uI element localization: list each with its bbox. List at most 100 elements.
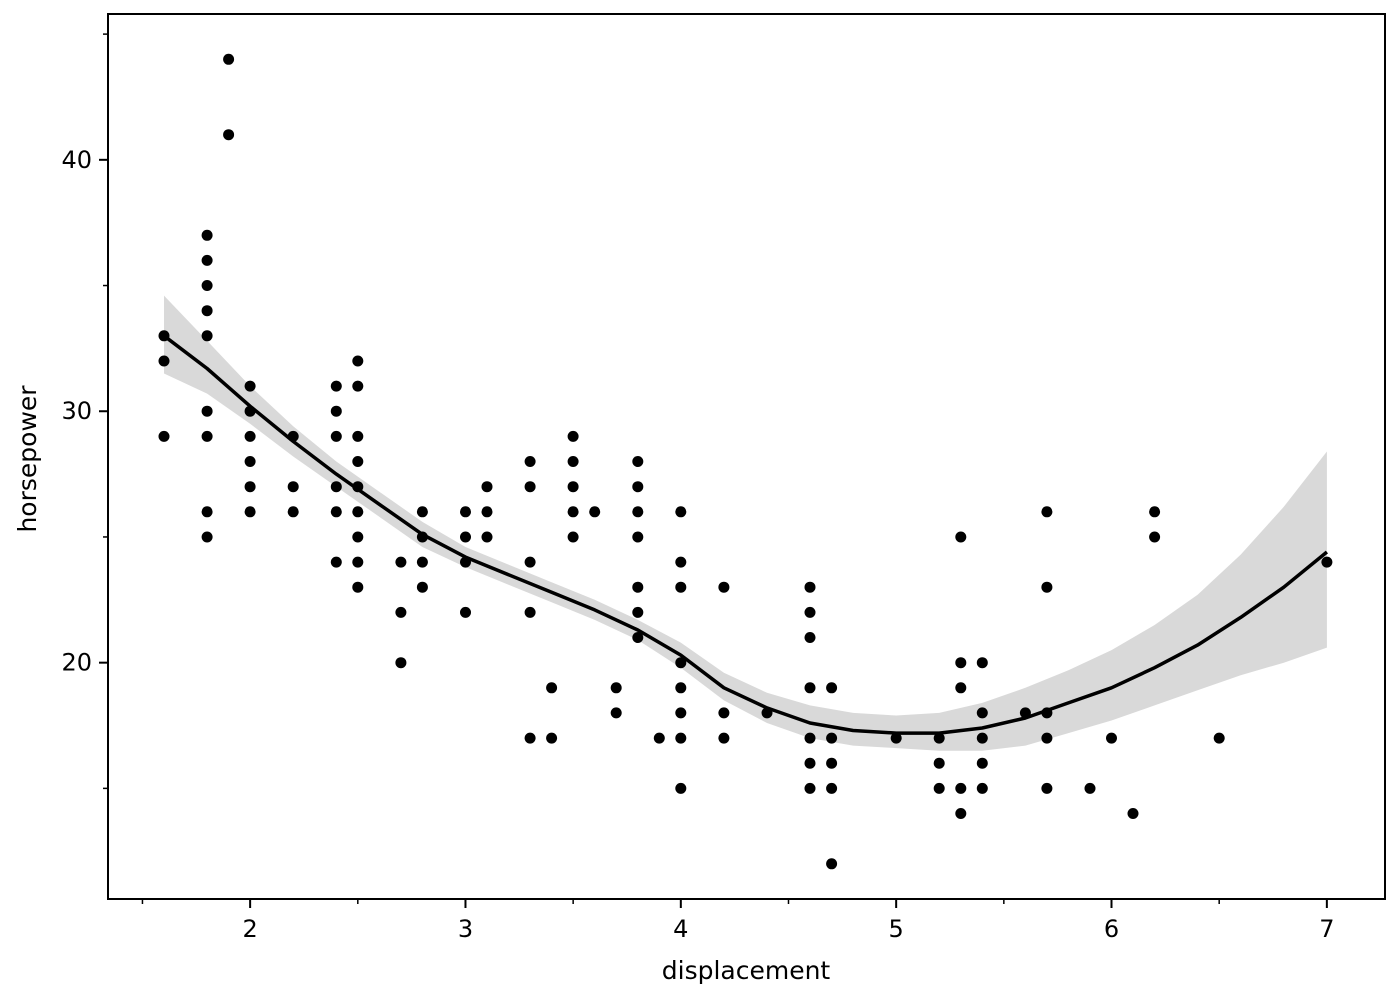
x-axis-label: displacement bbox=[662, 956, 831, 985]
data-point bbox=[287, 506, 299, 518]
data-point bbox=[223, 129, 235, 141]
data-point bbox=[718, 732, 730, 744]
data-point bbox=[460, 506, 471, 518]
data-point bbox=[287, 481, 299, 493]
y-axis-label: horsepower bbox=[13, 385, 42, 533]
data-point bbox=[653, 732, 665, 744]
data-point bbox=[567, 506, 579, 518]
data-point bbox=[330, 405, 342, 417]
points-layer bbox=[158, 53, 1333, 870]
data-point bbox=[395, 606, 407, 618]
data-point bbox=[610, 707, 622, 719]
y-tick-label: 30 bbox=[61, 397, 92, 425]
x-tick-label: 4 bbox=[673, 915, 688, 943]
data-point bbox=[890, 732, 902, 744]
data-point bbox=[826, 782, 838, 794]
data-point bbox=[330, 481, 342, 493]
data-point bbox=[330, 380, 342, 392]
data-point bbox=[933, 732, 945, 744]
data-point bbox=[352, 380, 364, 392]
data-point bbox=[201, 506, 213, 518]
data-point bbox=[352, 430, 364, 442]
data-point bbox=[201, 305, 213, 317]
data-point bbox=[955, 657, 967, 669]
data-point bbox=[955, 531, 967, 543]
data-point bbox=[395, 657, 407, 669]
data-point bbox=[675, 782, 687, 794]
data-point bbox=[1041, 506, 1053, 518]
data-point bbox=[632, 506, 644, 518]
data-point bbox=[804, 632, 816, 643]
data-point bbox=[1041, 581, 1053, 593]
data-point bbox=[933, 757, 945, 769]
x-tick-label: 5 bbox=[889, 915, 904, 943]
data-point bbox=[352, 506, 364, 518]
data-point bbox=[330, 430, 342, 442]
data-point bbox=[1149, 506, 1161, 518]
data-point bbox=[244, 380, 256, 392]
data-point bbox=[330, 506, 342, 518]
y-tick-label: 20 bbox=[61, 649, 92, 677]
data-point bbox=[352, 531, 364, 543]
data-point bbox=[632, 531, 644, 543]
data-point bbox=[976, 782, 988, 794]
data-point bbox=[201, 430, 213, 442]
data-point bbox=[481, 531, 493, 543]
data-point bbox=[826, 732, 838, 744]
data-point bbox=[567, 481, 579, 493]
data-point bbox=[955, 782, 967, 794]
data-point bbox=[201, 330, 213, 342]
data-point bbox=[675, 732, 687, 744]
data-point bbox=[524, 456, 536, 467]
data-point bbox=[632, 606, 644, 618]
data-point bbox=[460, 531, 471, 543]
data-point bbox=[201, 531, 213, 543]
data-point bbox=[201, 229, 213, 241]
data-point bbox=[416, 506, 428, 518]
data-point bbox=[955, 808, 967, 819]
data-point bbox=[826, 682, 838, 694]
y-tick-label: 40 bbox=[61, 146, 92, 174]
data-point bbox=[826, 757, 838, 769]
data-point bbox=[567, 456, 579, 467]
data-point bbox=[1041, 732, 1053, 744]
data-point bbox=[244, 430, 256, 442]
data-point bbox=[524, 606, 536, 618]
data-point bbox=[826, 858, 838, 870]
data-point bbox=[718, 581, 730, 593]
data-point bbox=[804, 682, 816, 694]
data-point bbox=[524, 556, 536, 568]
data-point bbox=[352, 456, 364, 467]
data-point bbox=[675, 707, 687, 719]
data-point bbox=[352, 581, 364, 593]
data-point bbox=[330, 556, 342, 568]
confidence-band bbox=[164, 295, 1327, 751]
data-point bbox=[976, 732, 988, 744]
data-point bbox=[632, 581, 644, 593]
data-point bbox=[675, 556, 687, 568]
x-tick-label: 3 bbox=[458, 915, 473, 943]
data-point bbox=[481, 506, 493, 518]
data-point bbox=[1084, 782, 1096, 794]
data-point bbox=[933, 782, 945, 794]
data-point bbox=[244, 456, 256, 467]
data-point bbox=[352, 556, 364, 568]
data-point bbox=[395, 556, 407, 568]
data-point bbox=[675, 506, 687, 518]
data-point bbox=[1127, 808, 1139, 819]
data-point bbox=[632, 456, 644, 467]
data-point bbox=[352, 355, 364, 367]
data-point bbox=[416, 581, 428, 593]
data-point bbox=[1213, 732, 1225, 744]
smooth-line-layer bbox=[162, 334, 1329, 735]
data-point bbox=[546, 682, 558, 694]
data-point bbox=[1106, 732, 1117, 744]
data-point bbox=[460, 606, 471, 618]
data-point bbox=[675, 657, 687, 669]
data-point bbox=[524, 481, 536, 493]
data-point bbox=[524, 732, 536, 744]
data-point bbox=[1321, 556, 1333, 568]
data-point bbox=[804, 732, 816, 744]
